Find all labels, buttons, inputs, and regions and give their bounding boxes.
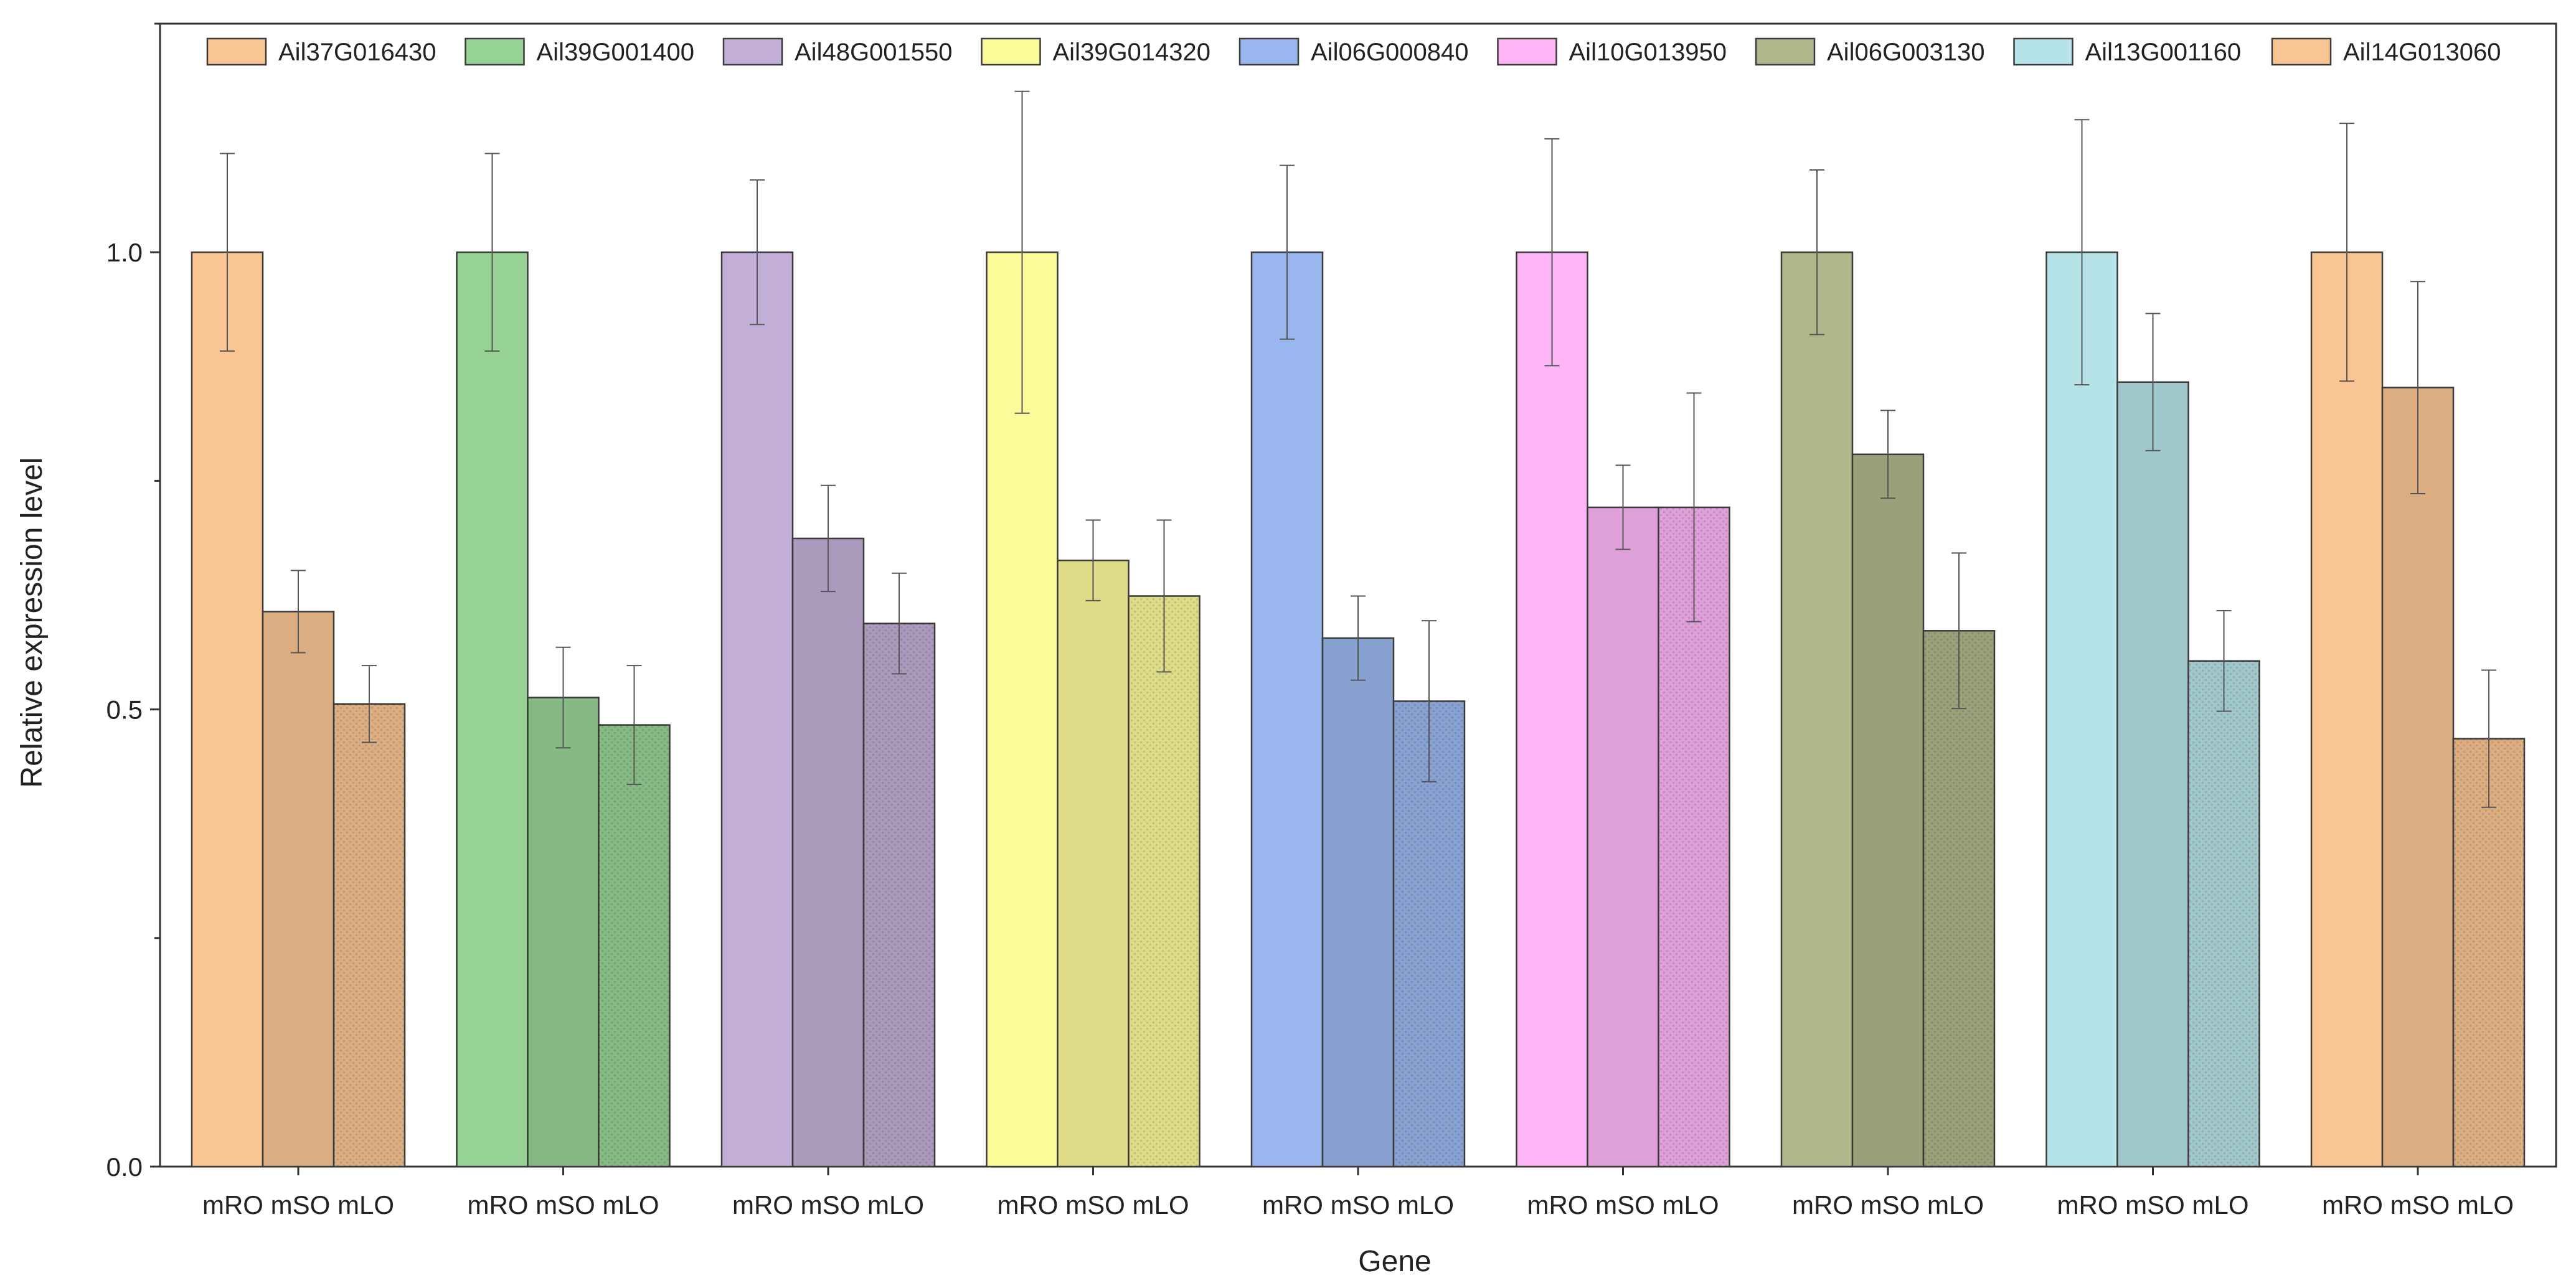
error-bar-Ail39G001400-mSO (555, 646, 571, 749)
category-label-Ail10G013950: mRO mSO mLO (1527, 1190, 1719, 1220)
bar-Ail10G013950-mRO (1516, 251, 1588, 1168)
bar-Ail13G001160-mRO (2045, 251, 2118, 1168)
error-bar-Ail48G001550-mSO (821, 484, 836, 593)
y-tick-label: 0.5 (106, 695, 143, 725)
error-bar-Ail14G013060-mSO (2410, 281, 2425, 494)
error-bar-Ail06G003130-mSO (1880, 410, 1895, 499)
legend-swatch (1238, 37, 1300, 66)
legend-swatch (206, 37, 267, 66)
legend-label: Ail39G014320 (1053, 39, 1211, 66)
legend-item-Ail14G013060: Ail14G013060 (2271, 37, 2501, 66)
error-bars-group (220, 90, 2496, 808)
bar-Ail39G014320-mSO (1057, 559, 1130, 1168)
error-bar-Ail13G001160-mLO (2216, 609, 2232, 712)
bars-group (191, 251, 2526, 1168)
legend-item-Ail10G013950: Ail10G013950 (1497, 37, 1727, 66)
legend-label: Ail13G001160 (2085, 39, 2242, 66)
error-bar-Ail48G001550-mRO (750, 179, 765, 326)
bar-Ail48G001550-mRO (720, 251, 794, 1168)
legend-swatch (1497, 37, 1557, 66)
category-label-Ail06G000840: mRO mSO mLO (1262, 1190, 1454, 1220)
legend-swatch (2013, 37, 2074, 66)
bar-Ail06G000840-mRO (1250, 251, 1324, 1168)
bar-texture-Ail39G014320 (1128, 596, 1200, 1167)
error-bar-Ail10G013950-mSO (1615, 464, 1631, 550)
error-bar-Ail10G013950-mLO (1686, 392, 1702, 623)
bar-Ail06G003130-mSO (1851, 453, 1925, 1168)
bar-texture-Ail39G001400 (598, 725, 670, 1167)
error-bar-Ail39G001400-mRO (484, 153, 500, 352)
error-bar-Ail06G000840-mRO (1280, 164, 1295, 340)
error-bar-Ail06G000840-mSO (1351, 595, 1366, 681)
legend-label: Ail06G000840 (1311, 39, 1469, 66)
error-bar-Ail13G001160-mSO (2145, 313, 2161, 451)
axes-group: mRO mSO mLO mRO mSO mLO mRO mSO mLO mRO mSO… (106, 22, 2514, 1220)
bar-Ail48G001550-mSO (791, 537, 865, 1168)
bar-Ail37G016430-mRO (191, 251, 264, 1168)
error-bar-Ail48G001550-mLO (892, 572, 907, 675)
bar-Ail10G013950-mSO (1587, 506, 1659, 1168)
error-bar-Ail39G001400-mLO (626, 665, 642, 786)
bar-Ail14G013060-mSO (2381, 387, 2455, 1168)
legend-swatch (1755, 37, 1816, 66)
legend-swatch (722, 37, 783, 66)
y-tick-label: 1.0 (106, 238, 143, 267)
category-label-Ail14G013060: mRO mSO mLO (2322, 1190, 2514, 1220)
legend-label: Ail10G013950 (1569, 39, 1727, 66)
category-label-Ail37G016430: mRO mSO mLO (202, 1190, 394, 1220)
legend-label: Ail48G001550 (795, 39, 953, 66)
y-tick-label: 0.0 (106, 1152, 143, 1182)
bar-Ail06G003130-mRO (1780, 251, 1854, 1168)
bar-texture-Ail14G013060 (2453, 738, 2524, 1167)
legend-item-Ail06G000840: Ail06G000840 (1238, 37, 1469, 66)
legend-label: Ail06G003130 (1827, 39, 1985, 66)
error-bar-Ail13G001160-mRO (2074, 119, 2090, 386)
legend-item-Ail37G016430: Ail37G016430 (206, 37, 436, 66)
error-bar-Ail06G000840-mLO (1422, 620, 1437, 783)
category-label-Ail39G014320: mRO mSO mLO (997, 1190, 1189, 1220)
error-bar-Ail06G003130-mRO (1809, 169, 1824, 336)
legend-item-Ail39G014320: Ail39G014320 (981, 37, 1211, 66)
error-bar-Ail39G014320-mRO (1014, 90, 1030, 414)
legend-label: Ail37G016430 (278, 39, 436, 66)
error-bar-Ail37G016430-mLO (362, 665, 377, 743)
legend-item-Ail39G001400: Ail39G001400 (465, 37, 695, 66)
legend-swatch (2271, 37, 2332, 66)
category-label-Ail06G003130: mRO mSO mLO (1792, 1190, 1984, 1220)
bar-Ail14G013060-mRO (2310, 251, 2384, 1168)
legend-label: Ail14G013060 (2343, 39, 2501, 66)
legend-swatch (981, 37, 1041, 66)
bar-Ail39G001400-mSO (527, 697, 600, 1168)
error-bar-Ail06G003130-mLO (1951, 552, 1966, 710)
error-bar-Ail10G013950-mRO (1544, 138, 1560, 367)
category-label-Ail39G001400: mRO mSO mLO (467, 1190, 659, 1220)
legend-item-Ail06G003130: Ail06G003130 (1755, 37, 1985, 66)
legend-item-Ail48G001550: Ail48G001550 (722, 37, 953, 66)
error-bar-Ail14G013060-mRO (2339, 123, 2354, 382)
category-label-Ail13G001160: mRO mSO mLO (2057, 1190, 2248, 1220)
bar-texture-Ail48G001550 (864, 623, 935, 1167)
error-bar-Ail39G014320-mLO (1156, 519, 1172, 673)
bar-Ail39G001400-mRO (456, 251, 529, 1168)
bar-texture-Ail37G016430 (334, 703, 405, 1167)
bar-Ail13G001160-mSO (2116, 381, 2189, 1168)
legend-item-Ail13G001160: Ail13G001160 (2013, 37, 2242, 66)
bar-Ail37G016430-mSO (262, 611, 335, 1168)
legend: Ail37G016430 Ail39G001400 Ail48G001550 Ail3… (206, 37, 2501, 66)
error-bar-Ail14G013060-mLO (2481, 669, 2496, 808)
x-axis-title: Gene (1358, 1245, 1431, 1278)
bar-texture-Ail13G001160 (2188, 660, 2260, 1167)
error-bar-Ail37G016430-mSO (291, 570, 306, 654)
bar-texture-Ail06G003130 (1923, 631, 1994, 1167)
y-axis-title: Relative expression level (16, 458, 49, 788)
error-bar-Ail39G014320-mSO (1085, 519, 1101, 601)
legend-label: Ail39G001400 (537, 39, 695, 66)
bar-Ail06G000840-mSO (1321, 637, 1395, 1168)
category-label-Ail48G001550: mRO mSO mLO (732, 1190, 924, 1220)
error-bar-Ail37G016430-mRO (220, 153, 235, 352)
legend-swatch (465, 37, 525, 66)
